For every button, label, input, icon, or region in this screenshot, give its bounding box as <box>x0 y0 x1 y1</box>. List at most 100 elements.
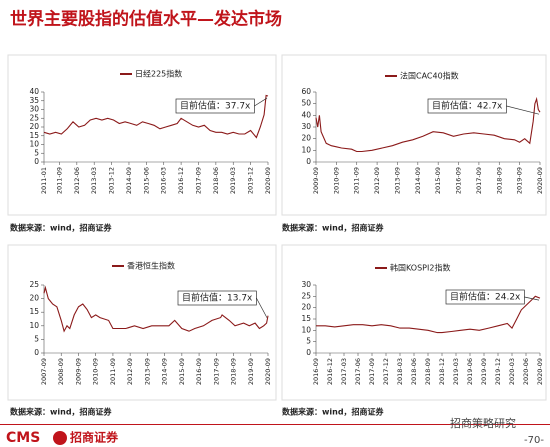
data-line <box>315 96 541 153</box>
y-tick-label: 35 <box>29 96 39 105</box>
annotation: 目前估值：13.7x <box>182 292 253 304</box>
x-tick-label: 2015-06 <box>142 167 150 194</box>
data-line <box>43 94 269 139</box>
annotation-arrow <box>256 297 268 318</box>
footer-rule <box>0 424 550 425</box>
x-tick-label: 2011-09 <box>353 167 361 194</box>
y-tick-label: 15 <box>29 307 39 316</box>
x-tick-label: 2016-09 <box>455 167 463 194</box>
x-tick-label: 2016-09 <box>195 358 203 385</box>
x-tick-label: 2015-09 <box>178 358 186 385</box>
x-tick-label: 2018-03 <box>396 358 404 385</box>
source-note: 数据来源：wind，招商证券 <box>282 407 385 417</box>
legend-label: 法国CAC40指数 <box>400 71 459 81</box>
y-tick-label: 10 <box>29 140 39 149</box>
x-tick-label: 2020-09 <box>536 358 544 385</box>
legend-label: 日经225指数 <box>135 69 182 79</box>
slide-title: 世界主要股指的估值水平—发达市场 <box>10 9 282 30</box>
annotation: 目前估值：37.7x <box>180 100 251 112</box>
y-tick-label: 25 <box>29 113 39 122</box>
x-tick-label: 2013-09 <box>393 167 401 194</box>
annotation: 目前估值：24.2x <box>450 291 521 303</box>
x-tick-label: 2017-06 <box>354 358 362 385</box>
y-tick-label: 50 <box>301 99 311 108</box>
x-tick-label: 2011-01 <box>40 167 48 194</box>
data-line <box>316 295 541 334</box>
annotation-arrow <box>254 97 268 107</box>
x-tick-label: 2018-12 <box>438 358 446 385</box>
panel-frame <box>281 54 547 216</box>
x-tick-label: 2018-09 <box>230 358 238 385</box>
x-tick-label: 2007-09 <box>40 358 48 385</box>
y-tick-label: 25 <box>301 291 311 300</box>
logo-icon <box>53 431 67 445</box>
footer-page: -70- <box>524 435 544 446</box>
x-tick-label: 2015-09 <box>434 167 442 194</box>
x-tick-label: 2017-09 <box>212 358 220 385</box>
y-tick-label: 15 <box>301 314 311 323</box>
x-tick-label: 2019-09 <box>480 358 488 385</box>
y-tick-label: 60 <box>301 87 311 96</box>
x-tick-label: 2009-09 <box>74 358 82 385</box>
x-tick-label: 2011-09 <box>109 358 117 385</box>
data-line <box>43 285 269 333</box>
y-tick-label: 5 <box>34 148 39 157</box>
x-tick-label: 2019-03 <box>229 167 237 194</box>
annotation: 目前估值：42.7x <box>432 100 503 112</box>
x-tick-label: 2019-12 <box>247 167 255 194</box>
x-tick-label: 2014-09 <box>414 167 422 194</box>
x-tick-label: 2012-09 <box>373 167 381 194</box>
annotation-arrow <box>506 105 540 115</box>
x-tick-label: 2019-06 <box>466 358 474 385</box>
x-tick-label: 2012-06 <box>73 167 81 194</box>
x-tick-label: 2014-09 <box>125 167 133 194</box>
x-tick-label: 2018-09 <box>424 358 432 385</box>
y-tick-label: 0 <box>34 348 39 357</box>
x-tick-label: 2017-09 <box>194 167 202 194</box>
x-tick-label: 2019-03 <box>452 358 460 385</box>
x-tick-label: 2020-03 <box>508 358 516 385</box>
y-tick-label: 30 <box>301 280 311 289</box>
x-tick-label: 2010-09 <box>332 167 340 194</box>
legend-label: 韩国KOSPI2指数 <box>390 263 450 273</box>
x-tick-label: 2013-12 <box>108 167 116 194</box>
x-tick-label: 2010-09 <box>92 358 100 385</box>
y-tick-label: 0 <box>306 348 311 357</box>
y-tick-label: 10 <box>29 321 39 330</box>
y-tick-label: 25 <box>29 280 39 289</box>
x-tick-label: 2018-06 <box>410 358 418 385</box>
y-tick-label: 5 <box>306 337 311 346</box>
y-tick-label: 15 <box>29 131 39 140</box>
y-tick-label: 20 <box>29 122 39 131</box>
y-tick-label: 30 <box>301 122 311 131</box>
x-tick-label: 2016-12 <box>326 358 334 385</box>
x-tick-label: 2017-03 <box>340 358 348 385</box>
y-tick-label: 0 <box>34 157 39 166</box>
footer-company: 招商证券 <box>70 430 119 445</box>
x-tick-label: 2013-09 <box>143 358 151 385</box>
x-tick-label: 2016-12 <box>177 167 185 194</box>
y-tick-label: 40 <box>29 87 39 96</box>
y-tick-label: 10 <box>301 325 311 334</box>
x-tick-label: 2018-09 <box>495 167 503 194</box>
y-tick-label: 40 <box>301 110 311 119</box>
y-tick-label: 0 <box>306 157 311 166</box>
x-tick-label: 2014-09 <box>161 358 169 385</box>
x-tick-label: 2009-09 <box>312 167 320 194</box>
x-tick-label: 2020-09 <box>264 358 272 385</box>
x-tick-label: 2011-09 <box>55 167 63 194</box>
y-tick-label: 20 <box>301 134 311 143</box>
x-tick-label: 2013-03 <box>90 167 98 194</box>
x-tick-label: 2019-09 <box>516 167 524 194</box>
annotation-arrow <box>524 296 540 301</box>
y-tick-label: 20 <box>301 303 311 312</box>
x-tick-label: 2016-03 <box>160 167 168 194</box>
x-tick-label: 2017-09 <box>475 167 483 194</box>
x-tick-label: 2017-09 <box>368 358 376 385</box>
y-tick-label: 20 <box>29 294 39 303</box>
x-tick-label: 2020-09 <box>264 167 272 194</box>
panel-frame <box>7 54 277 216</box>
source-note: 数据来源：wind，招商证券 <box>10 407 113 417</box>
footer-brand: 招商策略研究 <box>450 416 516 430</box>
